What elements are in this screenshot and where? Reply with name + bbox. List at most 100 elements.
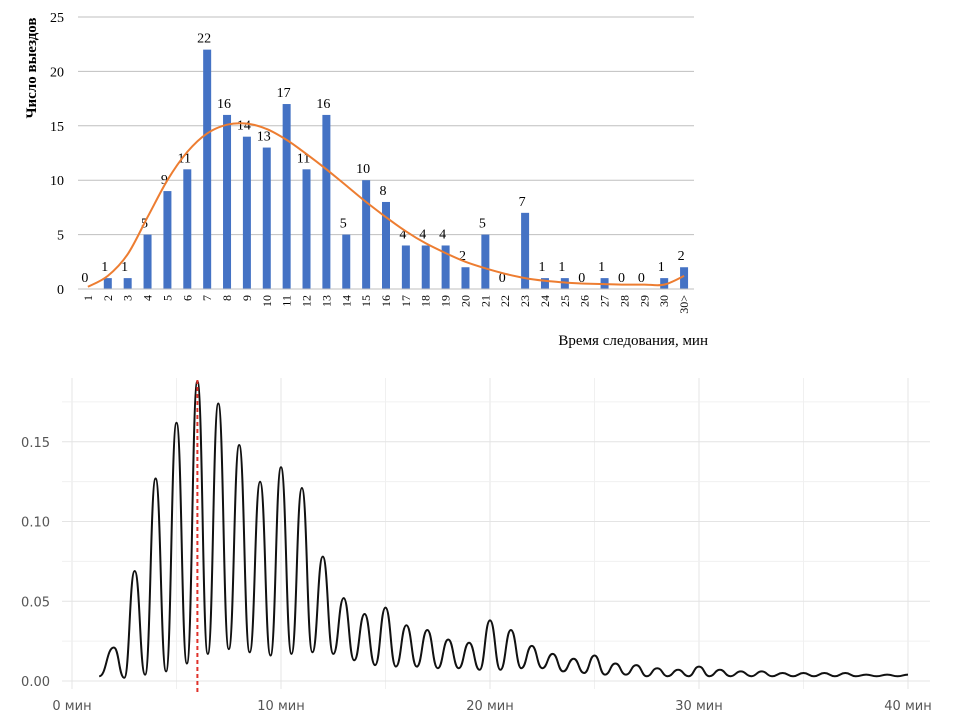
x-tick-label: 11	[280, 295, 294, 307]
y-grid	[78, 16, 694, 236]
bar	[441, 245, 450, 289]
x-tick-label: 4	[141, 295, 155, 301]
x-tick-label: 10	[260, 295, 274, 307]
y-tick-label: 20	[50, 65, 64, 80]
bar	[203, 49, 212, 289]
bar-data-label: 0	[499, 271, 506, 286]
y-tick-label: 0.15	[21, 436, 50, 451]
bar-data-label: 16	[217, 97, 231, 112]
x-tick-labels: 1 2 3 4 5 6 7 8 9 10 11 12 13 14 15 16 17 18 19 20 21 22 23 24 2…	[81, 295, 691, 314]
y-ticks: 0 5 10 15 20 25	[50, 11, 64, 298]
x-tick-label: 23	[518, 295, 532, 307]
bar-data-label: 10	[356, 162, 370, 177]
bar	[302, 169, 311, 289]
bar	[322, 114, 331, 289]
bar-data-label: 5	[340, 217, 347, 232]
bar	[401, 245, 410, 289]
bar-data-label: 0	[618, 271, 625, 286]
bar	[560, 278, 569, 289]
x-tick-label: 25	[558, 295, 572, 307]
bar-data-label: 0	[81, 271, 88, 286]
bar-data-label: 1	[121, 260, 128, 275]
x-tick-label: 30	[657, 295, 671, 307]
y-tick-labels: 0.00 0.05 0.10 0.15	[21, 436, 50, 690]
bar-data-label: 1	[598, 260, 605, 275]
x-tick-label: 28	[617, 295, 631, 307]
bar	[282, 104, 291, 289]
bar-data-label: 13	[257, 130, 271, 145]
x-tick-label: 10 мин	[257, 699, 304, 714]
bar	[223, 114, 232, 289]
bar	[123, 278, 132, 289]
bar-data-label: 4	[419, 227, 426, 242]
y-tick-label: 0.05	[21, 595, 50, 610]
y-tick-label: 10	[50, 174, 64, 189]
bar	[183, 169, 192, 289]
y-axis-label: Число выездов	[24, 17, 40, 118]
x-tick-label: 20	[458, 295, 472, 307]
bar-data-label: 5	[479, 217, 486, 232]
bar-data-label: 2	[459, 249, 466, 264]
x-tick-labels: 0 мин 10 мин 20 мин 30 мин 40 мин	[52, 699, 931, 714]
density-chart: 0.00 0.05 0.10 0.15 0 мин 10 мин 20 мин 30 мин…	[21, 378, 932, 714]
bar	[143, 234, 152, 289]
bar-data-label: 11	[297, 151, 310, 166]
bar-data-label: 2	[678, 249, 685, 264]
bar	[382, 201, 390, 289]
x-tick-label: 30 мин	[675, 699, 722, 714]
x-tick-label: 16	[379, 295, 393, 307]
x-tick-label: 30>	[677, 295, 691, 314]
x-tick-label: 17	[399, 295, 413, 307]
y-tick-label: 0.00	[21, 675, 50, 690]
bar-data-label: 8	[380, 184, 387, 199]
y-tick-label: 15	[50, 120, 64, 135]
bar	[342, 234, 351, 289]
bar	[481, 234, 490, 289]
x-tick-label: 2	[101, 295, 115, 301]
x-tick-label: 21	[478, 295, 492, 307]
grid-lines	[62, 378, 930, 689]
bar	[421, 245, 430, 289]
bar	[362, 180, 371, 289]
bar-data-label: 16	[316, 97, 330, 112]
bar	[521, 212, 530, 289]
bar-data-label: 0	[578, 271, 585, 286]
bar-data-label: 4	[439, 227, 446, 242]
x-tick-label: 8	[220, 295, 234, 301]
x-tick-label: 12	[300, 295, 314, 307]
bar	[461, 267, 470, 289]
x-tick-label: 18	[419, 295, 433, 307]
bar-data-label: 7	[519, 195, 526, 210]
x-tick-label: 15	[359, 295, 373, 307]
fit-curve	[87, 122, 685, 288]
x-tick-label: 13	[319, 295, 333, 307]
bar-data-label: 17	[277, 86, 291, 101]
x-tick-label: 27	[598, 295, 612, 307]
bar-data-label: 4	[399, 227, 406, 242]
bar	[540, 278, 549, 289]
x-tick-label: 26	[578, 295, 592, 307]
bar-data-label: 1	[558, 260, 565, 275]
x-tick-label: 1	[81, 295, 95, 301]
bar-data-label: 14	[237, 119, 251, 134]
x-tick-label: 19	[439, 295, 453, 307]
bar-data-label: 11	[178, 151, 191, 166]
bar-data-label: 22	[197, 32, 211, 47]
x-tick-label: 0 мин	[52, 699, 91, 714]
y-tick-label: 25	[50, 11, 64, 26]
x-tick-label: 14	[339, 295, 353, 307]
x-tick-label: 3	[121, 295, 135, 301]
x-axis-label: Время следования, мин	[558, 333, 708, 349]
bar-data-label: 1	[538, 260, 545, 275]
bar-data-label: 9	[161, 173, 168, 188]
x-tick-label: 6	[180, 295, 194, 301]
y-tick-label: 0.10	[21, 516, 50, 531]
x-tick-label: 29	[637, 295, 651, 307]
bar	[660, 278, 669, 289]
bars	[103, 49, 689, 289]
bar-data-label: 1	[658, 260, 665, 275]
bar	[242, 136, 251, 289]
x-tick-label: 24	[538, 295, 552, 307]
